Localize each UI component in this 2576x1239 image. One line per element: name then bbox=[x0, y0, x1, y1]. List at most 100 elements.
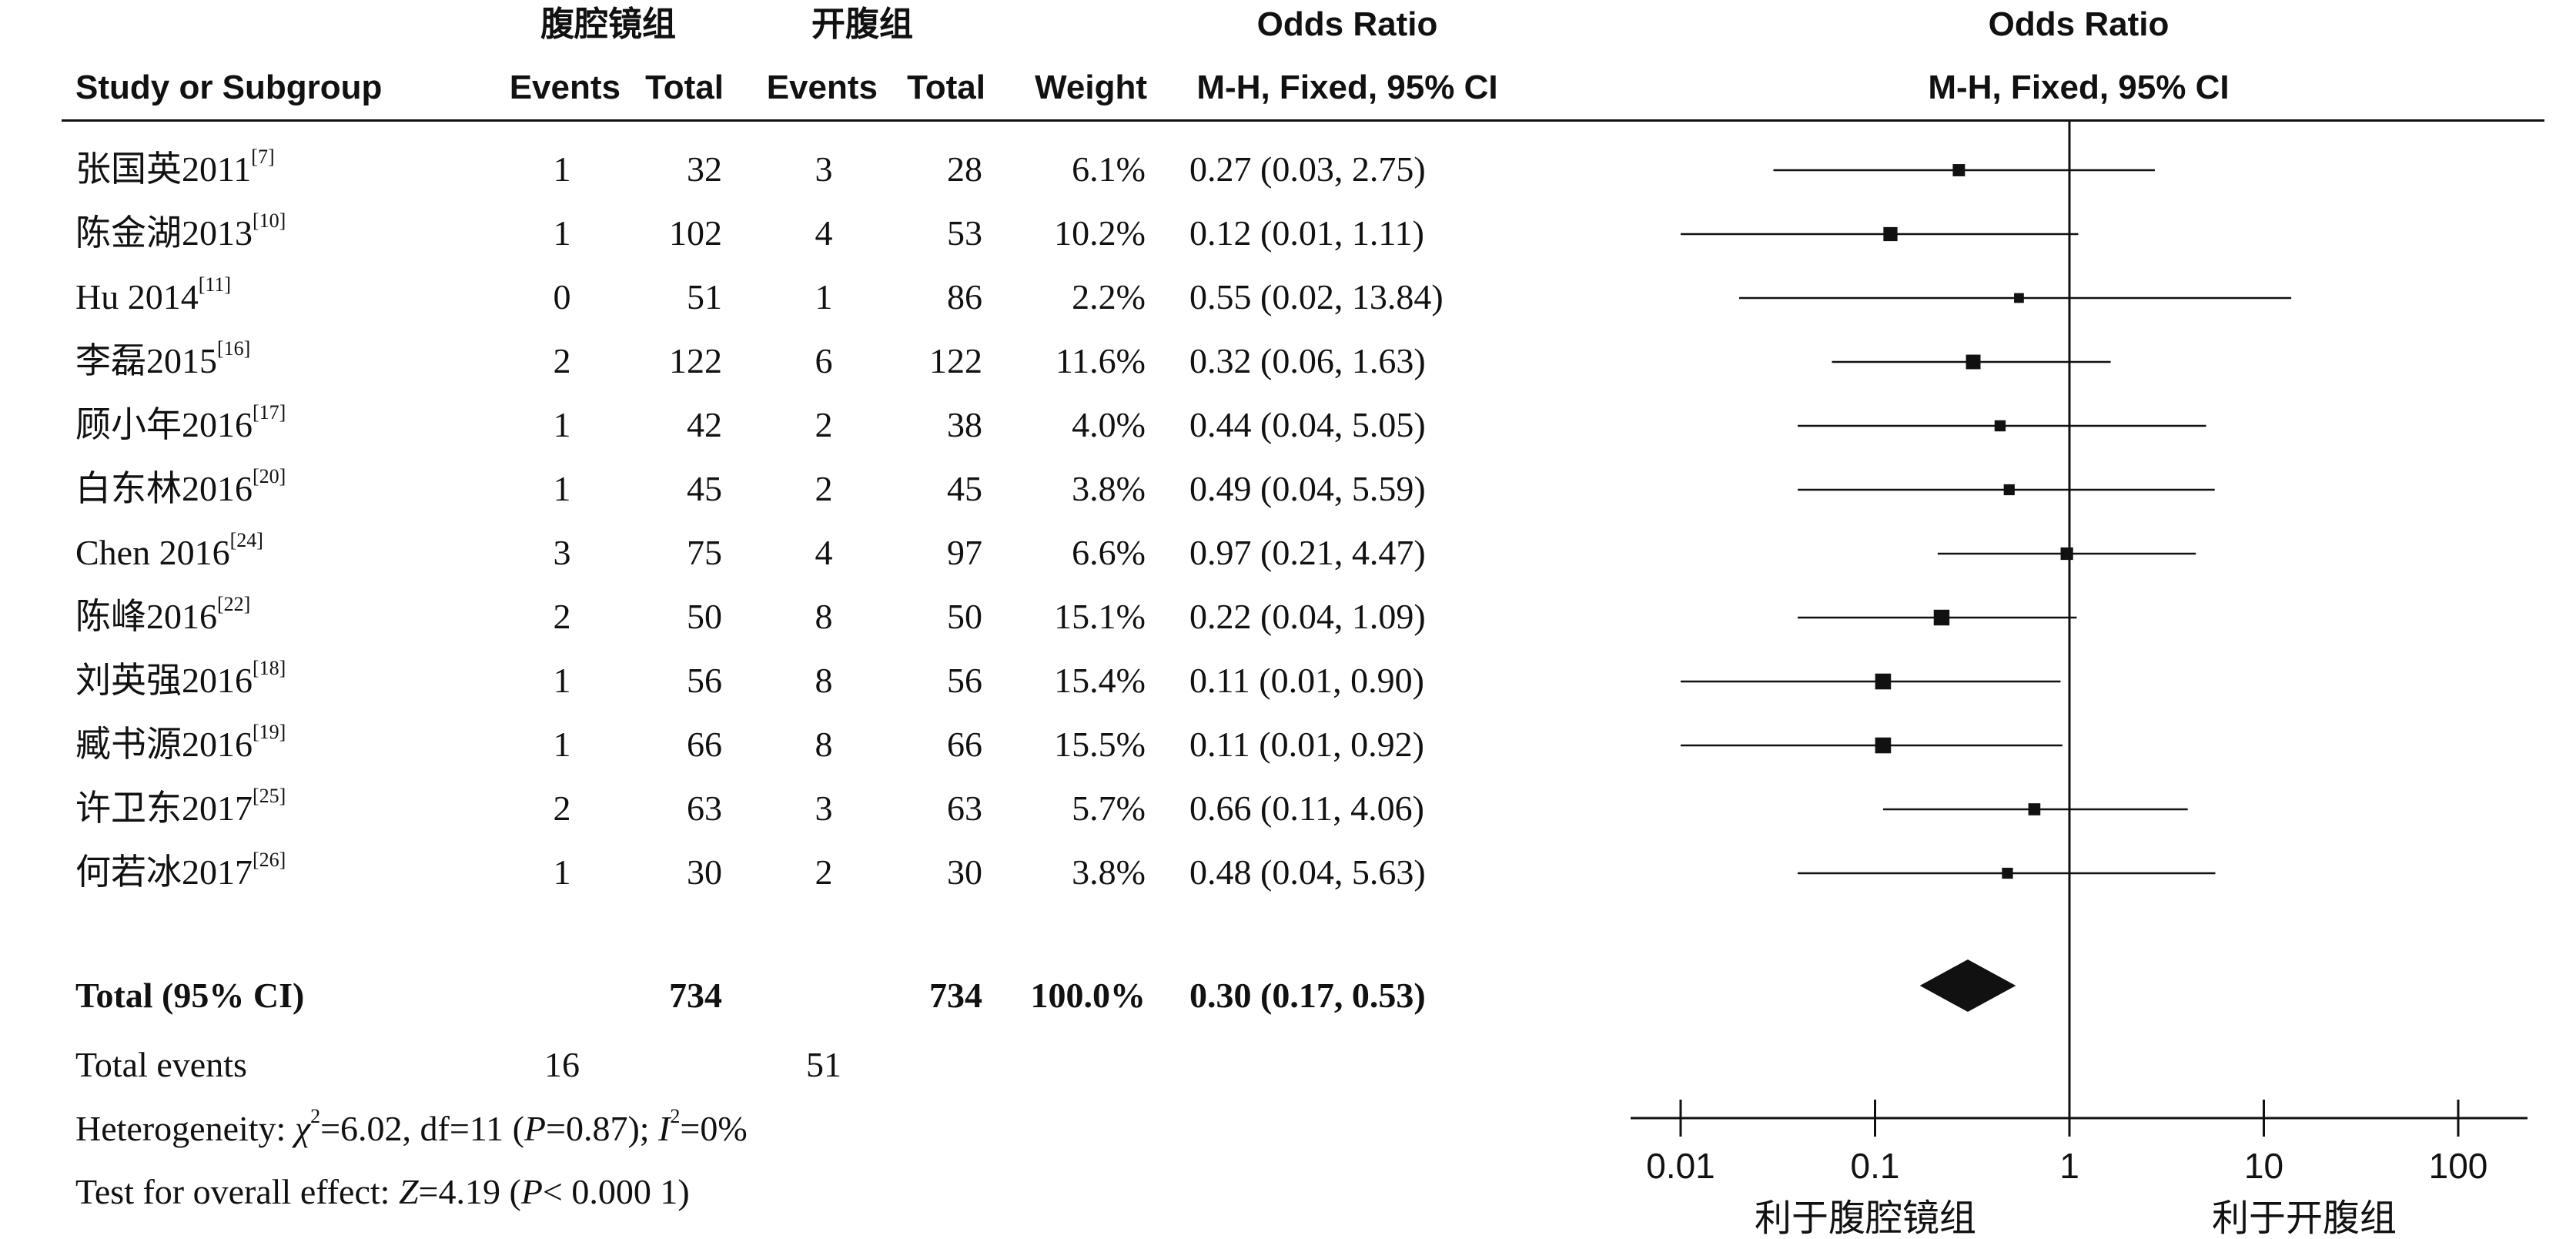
study-name: 白东林2016[20] bbox=[75, 467, 286, 508]
x-tick-label: 100 bbox=[2429, 1146, 2488, 1186]
study-e1: 3 bbox=[553, 533, 571, 572]
point-estimate-square bbox=[1875, 737, 1892, 754]
study-or-text: 0.22 (0.04, 1.09) bbox=[1189, 597, 1426, 636]
study-label: Hu 2014 bbox=[75, 277, 199, 316]
total-odds-ratio: 0.30 (0.17, 0.53) bbox=[1189, 976, 1426, 1015]
study-or-text: 0.97 (0.21, 4.47) bbox=[1189, 533, 1426, 572]
point-estimate-square bbox=[1994, 420, 2006, 432]
study-label: 陈金湖2013 bbox=[75, 213, 253, 253]
study-reference: [11] bbox=[198, 273, 232, 296]
study-name: Hu 2014[11] bbox=[75, 275, 231, 316]
study-t2: 63 bbox=[947, 789, 982, 828]
study-label: 陈峰2016 bbox=[75, 597, 217, 636]
study-e1: 1 bbox=[553, 469, 571, 508]
events-left-header: Events bbox=[509, 69, 621, 106]
favours-right-label: 利于开腹组 bbox=[2212, 1197, 2397, 1239]
study-weight: 11.6% bbox=[1055, 341, 1146, 380]
study-or-text: 0.11 (0.01, 0.92) bbox=[1189, 725, 1424, 764]
study-t2: 86 bbox=[947, 277, 982, 316]
study-label: 刘英强2016 bbox=[75, 661, 253, 700]
study-t2: 28 bbox=[947, 149, 982, 189]
study-reference: [18] bbox=[253, 657, 286, 679]
x-tick-label: 1 bbox=[2059, 1146, 2079, 1186]
study-t1: 122 bbox=[669, 341, 722, 380]
study-reference: [19] bbox=[253, 721, 286, 743]
study-weight: 3.8% bbox=[1072, 852, 1146, 892]
study-name: 张国英2011[7] bbox=[75, 147, 275, 187]
study-reference: [16] bbox=[217, 337, 251, 360]
study-e2: 4 bbox=[815, 213, 833, 253]
study-e1: 2 bbox=[553, 597, 571, 636]
events-right-header: Events bbox=[766, 69, 878, 106]
study-t1: 102 bbox=[669, 213, 722, 253]
study-weight: 15.4% bbox=[1054, 661, 1146, 700]
study-weight: 15.1% bbox=[1054, 597, 1146, 636]
study-e2: 4 bbox=[815, 533, 833, 572]
study-e1: 1 bbox=[553, 852, 571, 892]
group-left-header: 腹腔镜组 bbox=[540, 5, 676, 43]
total-weight: 100.0% bbox=[1030, 976, 1146, 1015]
study-reference: [24] bbox=[229, 529, 263, 551]
study-e1: 1 bbox=[553, 149, 571, 189]
study-e1: 1 bbox=[553, 725, 571, 764]
odds-ratio-plot-header: Odds Ratio bbox=[1988, 5, 2170, 43]
study-weight: 6.1% bbox=[1072, 149, 1146, 189]
study-e1: 2 bbox=[553, 789, 571, 828]
study-name: 顾小年2016[17] bbox=[75, 403, 286, 444]
study-label: 顾小年2016 bbox=[75, 405, 253, 444]
point-estimate-square bbox=[2003, 484, 2015, 496]
study-label: 何若冰2017 bbox=[75, 852, 253, 892]
study-t2: 38 bbox=[947, 405, 982, 444]
group-right-header: 开腹组 bbox=[811, 5, 913, 43]
study-reference: [22] bbox=[217, 593, 251, 615]
study-t2: 45 bbox=[947, 469, 982, 508]
x-tick-label: 0.01 bbox=[1646, 1146, 1715, 1186]
study-t1: 56 bbox=[687, 661, 722, 700]
study-reference: [10] bbox=[253, 209, 286, 232]
favours-left-label: 利于腹腔镜组 bbox=[1755, 1197, 1976, 1239]
study-reference: [17] bbox=[253, 401, 286, 424]
study-weight: 4.0% bbox=[1072, 405, 1146, 444]
point-estimate-square bbox=[1965, 354, 1981, 370]
study-name: 李磊2015[16] bbox=[75, 339, 250, 379]
study-e2: 8 bbox=[815, 597, 833, 636]
total-events-label: Total events bbox=[75, 1045, 247, 1084]
point-estimate-square bbox=[1933, 609, 1950, 626]
study-weight: 2.2% bbox=[1072, 277, 1146, 316]
study-t2: 53 bbox=[947, 213, 982, 253]
pooled-estimate-diamond bbox=[1919, 959, 2016, 1012]
total-events-right: 51 bbox=[806, 1045, 841, 1084]
study-or-text: 0.27 (0.03, 2.75) bbox=[1189, 149, 1426, 189]
method-plot-header: M-H, Fixed, 95% CI bbox=[1928, 69, 2230, 106]
study-weight: 5.7% bbox=[1072, 789, 1146, 828]
point-estimate-square bbox=[1875, 673, 1892, 690]
study-reference: [25] bbox=[253, 785, 286, 807]
study-weight: 15.5% bbox=[1054, 725, 1146, 764]
study-e2: 2 bbox=[815, 469, 833, 508]
study-or-text: 0.49 (0.04, 5.59) bbox=[1189, 469, 1426, 508]
study-e1: 0 bbox=[553, 277, 571, 316]
study-or-text: 0.55 (0.02, 13.84) bbox=[1189, 277, 1444, 316]
study-t2: 56 bbox=[947, 661, 982, 700]
total-left-header: Total bbox=[645, 69, 724, 106]
point-estimate-square bbox=[2060, 547, 2073, 561]
total-right-header: Total bbox=[907, 69, 985, 106]
total-label: Total (95% CI) bbox=[75, 976, 305, 1015]
study-label: Chen 2016 bbox=[75, 533, 230, 572]
study-name: 陈峰2016[22] bbox=[75, 594, 250, 636]
point-estimate-square bbox=[1883, 226, 1898, 242]
x-tick-label: 10 bbox=[2244, 1146, 2283, 1186]
study-t1: 30 bbox=[687, 852, 722, 892]
study-t2: 97 bbox=[947, 533, 982, 572]
study-label: 许卫东2017 bbox=[75, 789, 253, 828]
study-or-text: 0.11 (0.01, 0.90) bbox=[1189, 661, 1424, 700]
weight-header: Weight bbox=[1035, 69, 1147, 106]
odds-ratio-table-header: Odds Ratio bbox=[1256, 5, 1438, 43]
study-name: 臧书源2016[19] bbox=[75, 722, 286, 762]
study-name: 刘英强2016[18] bbox=[75, 658, 286, 700]
study-reference: [26] bbox=[253, 849, 286, 871]
study-label: 白东林2016 bbox=[75, 469, 253, 508]
study-e2: 8 bbox=[815, 661, 833, 700]
study-or-text: 0.66 (0.11, 4.06) bbox=[1189, 789, 1424, 828]
